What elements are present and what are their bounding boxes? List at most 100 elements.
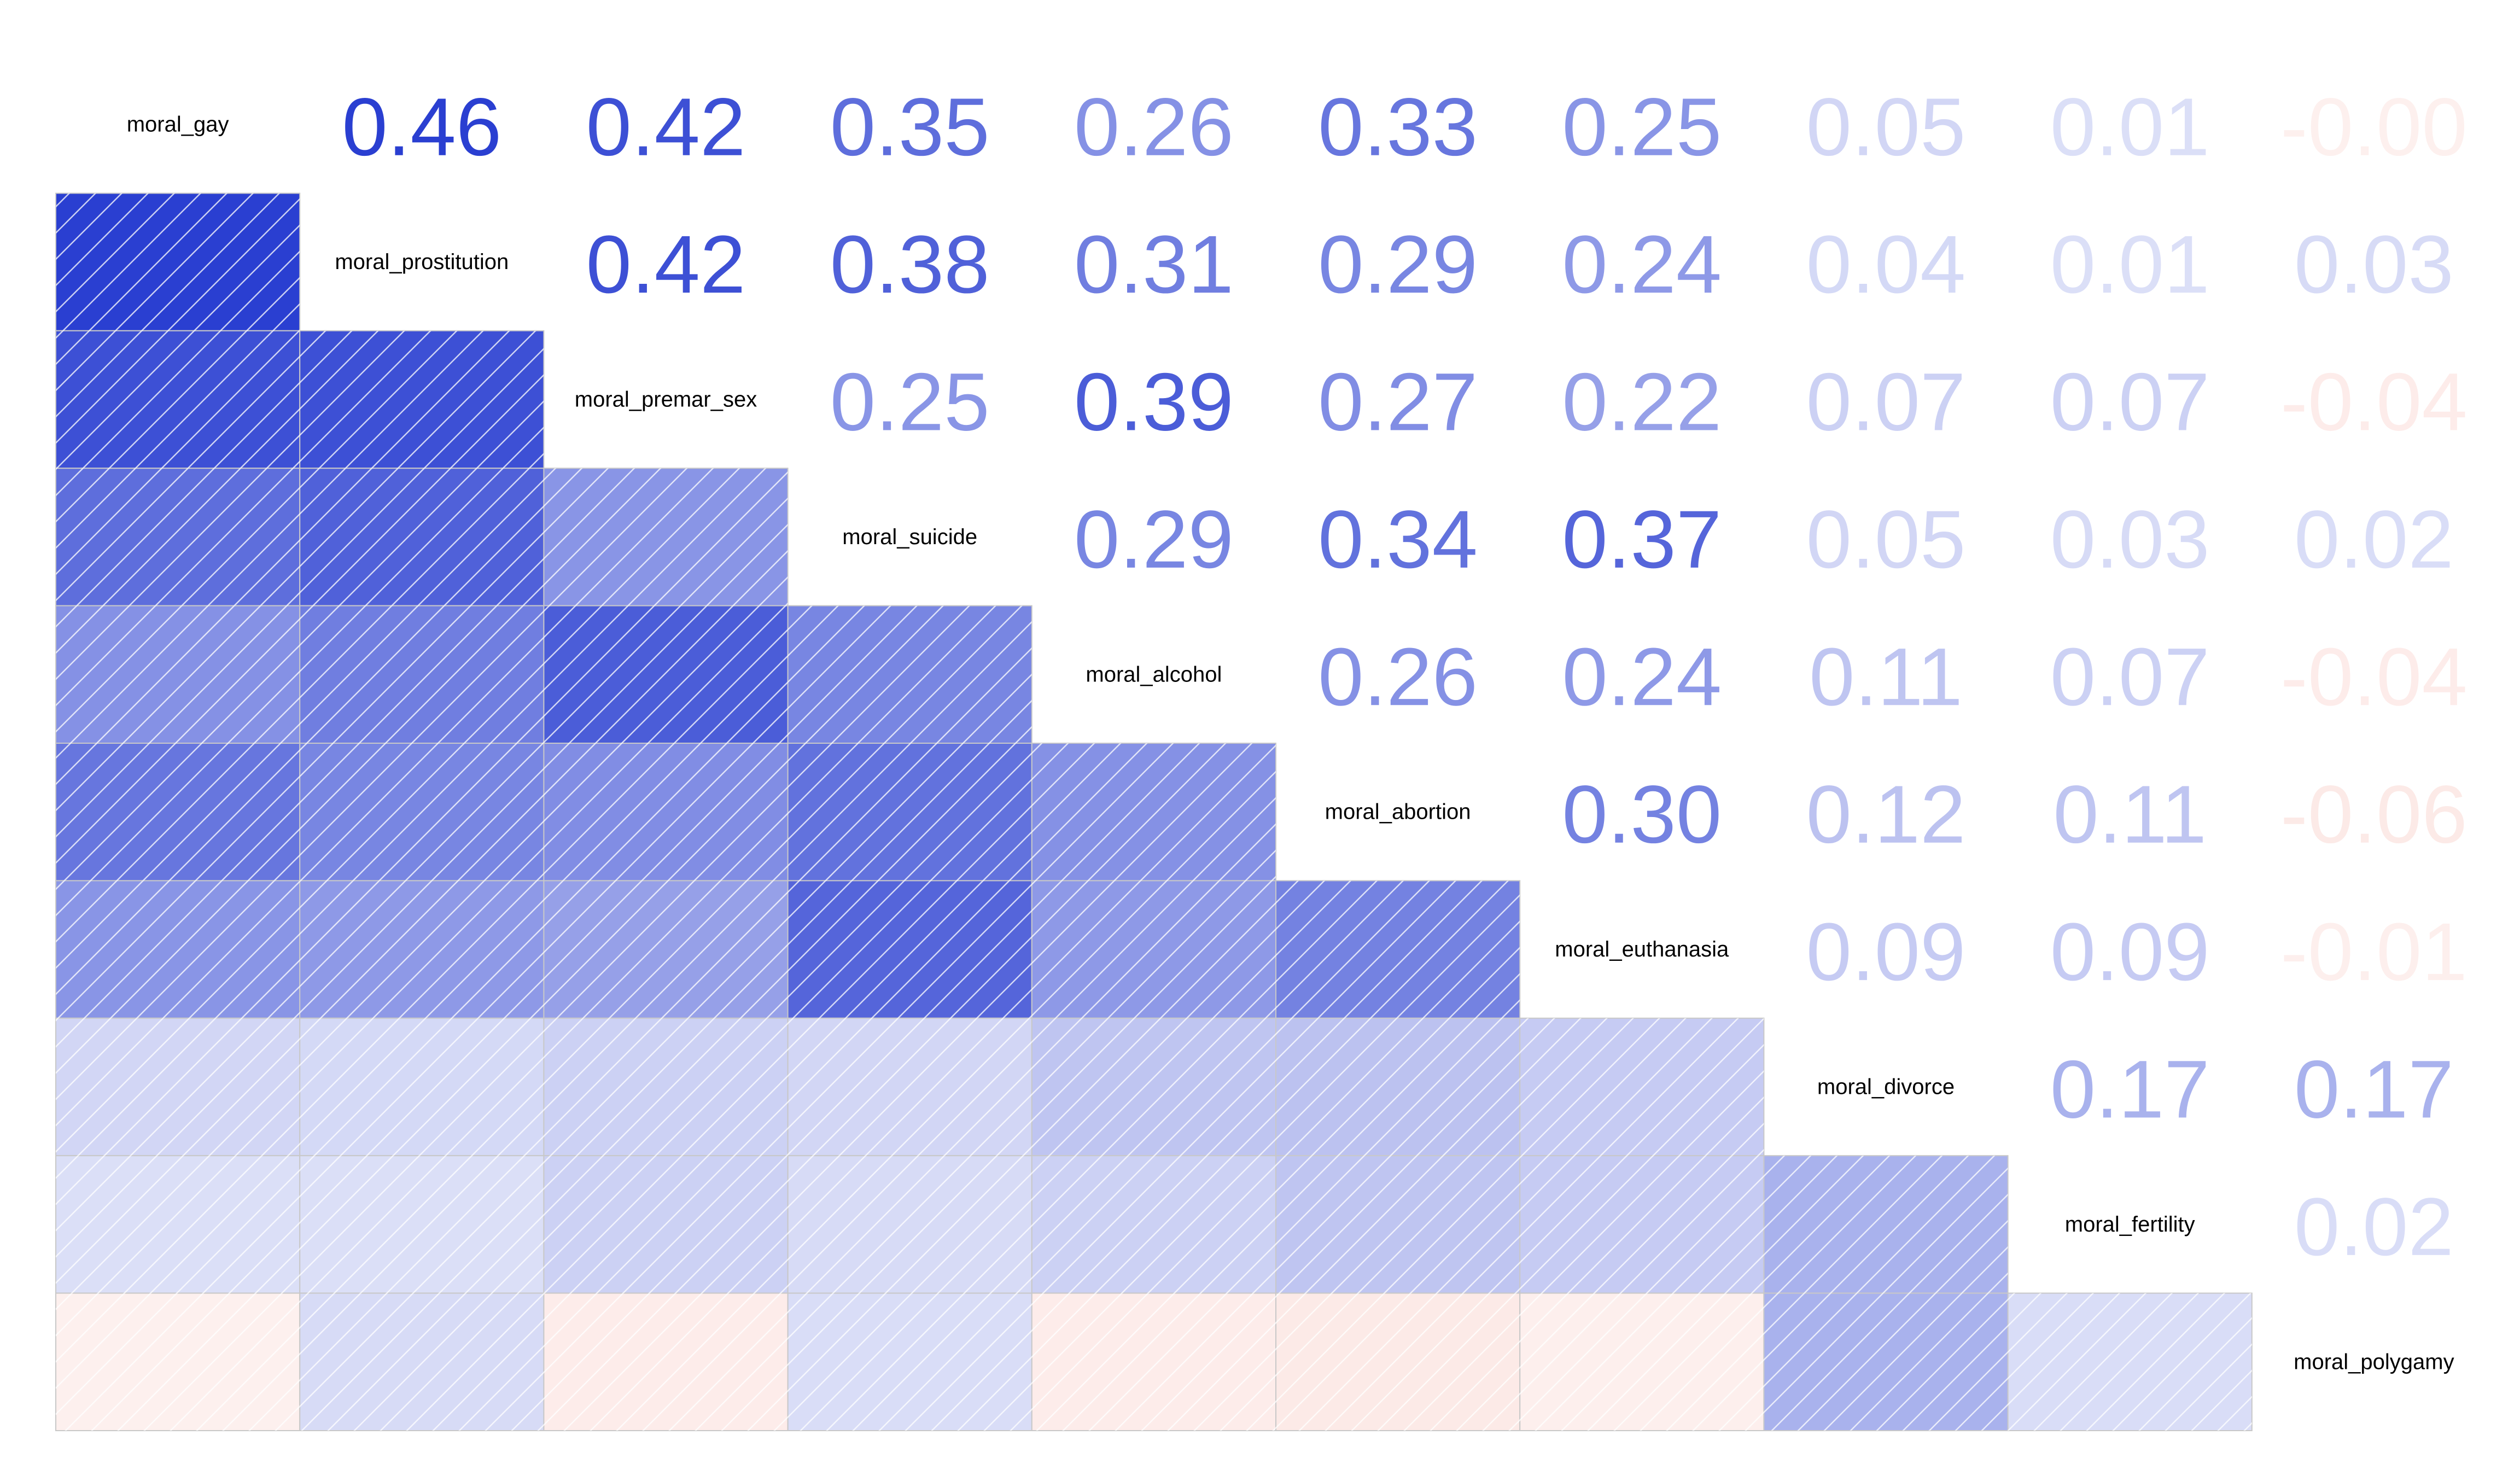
corr-value-moral_suicide-moral_polygamy: 0.02 (2294, 493, 2454, 585)
corr-value-moral_prostitution-moral_fertility: 0.01 (2050, 218, 2210, 310)
hatch-moral_euthanasia-moral_prostitution (300, 880, 544, 1018)
corr-value-moral_prostitution-moral_divorce: 0.04 (1806, 218, 1966, 310)
hatch-moral_alcohol-moral_prostitution (300, 605, 544, 743)
corr-value-moral_prostitution-moral_premar_sex: 0.42 (586, 218, 746, 310)
corr-value-moral_premar_sex-moral_polygamy: -0.04 (2280, 356, 2468, 448)
hatch-moral_fertility-moral_alcohol (1031, 1156, 1276, 1293)
hatch-moral_suicide-moral_gay (56, 468, 300, 606)
variable-label-moral_euthanasia: moral_euthanasia (1555, 937, 1729, 961)
hatch-moral_abortion-moral_alcohol (1031, 743, 1276, 881)
hatch-moral_divorce-moral_gay (56, 1018, 300, 1156)
corr-value-moral_gay-moral_polygamy: -0.00 (2280, 81, 2468, 173)
hatch-moral_suicide-moral_prostitution (300, 468, 544, 606)
hatch-moral_fertility-moral_premar_sex (544, 1156, 788, 1293)
hatch-moral_polygamy-moral_divorce (1764, 1293, 2008, 1431)
corr-value-moral_prostitution-moral_abortion: 0.29 (1318, 218, 1478, 310)
hatch-moral_fertility-moral_euthanasia (1520, 1156, 1764, 1293)
corr-value-moral_divorce-moral_polygamy: 0.17 (2294, 1043, 2454, 1135)
corr-value-moral_premar_sex-moral_fertility: 0.07 (2050, 356, 2210, 448)
hatch-moral_divorce-moral_premar_sex (544, 1018, 788, 1156)
correlation-values: 0.46 0.42 0.35 0.26 0.33 0.25 0.05 0.01 -0.00 0.4… (342, 81, 2468, 1273)
corr-value-moral_gay-moral_premar_sex: 0.42 (586, 81, 746, 173)
hatch-moral_divorce-moral_abortion (1276, 1018, 1520, 1156)
hatch-moral_polygamy-moral_prostitution (300, 1293, 544, 1431)
hatch-moral_alcohol-moral_gay (56, 605, 300, 743)
hatch-moral_euthanasia-moral_abortion (1276, 880, 1520, 1018)
corr-value-moral_alcohol-moral_polygamy: -0.04 (2280, 631, 2468, 722)
hatch-moral_premar_sex-moral_prostitution (300, 330, 544, 469)
hatch-moral_divorce-moral_euthanasia (1520, 1018, 1764, 1156)
hatch-moral_polygamy-moral_premar_sex (544, 1293, 788, 1431)
corr-value-moral_alcohol-moral_abortion: 0.26 (1318, 631, 1478, 722)
corr-value-moral_suicide-moral_abortion: 0.34 (1318, 493, 1478, 585)
corr-value-moral_prostitution-moral_polygamy: 0.03 (2294, 218, 2454, 310)
corr-value-moral_abortion-moral_euthanasia: 0.30 (1562, 768, 1722, 860)
hatch-moral_polygamy-moral_euthanasia (1520, 1293, 1764, 1431)
variable-label-moral_polygamy: moral_polygamy (2294, 1350, 2454, 1374)
hatch-moral_euthanasia-moral_gay (56, 880, 300, 1018)
hatch-moral_euthanasia-moral_alcohol (1031, 880, 1276, 1018)
variable-label-moral_prostitution: moral_prostitution (335, 250, 509, 274)
corr-value-moral_suicide-moral_euthanasia: 0.37 (1562, 493, 1722, 585)
hatch-moral_fertility-moral_suicide (788, 1156, 1032, 1293)
hatch-moral_polygamy-moral_fertility (2008, 1293, 2252, 1431)
corr-value-moral_abortion-moral_polygamy: -0.06 (2280, 768, 2468, 860)
variable-label-moral_fertility: moral_fertility (2065, 1212, 2195, 1236)
hatch-moral_euthanasia-moral_premar_sex (544, 880, 788, 1018)
corr-value-moral_euthanasia-moral_divorce: 0.09 (1806, 906, 1966, 998)
hatch-moral_polygamy-moral_alcohol (1031, 1293, 1276, 1431)
corr-value-moral_alcohol-moral_divorce: 0.11 (1809, 631, 1963, 722)
hatch-moral_divorce-moral_prostitution (300, 1018, 544, 1156)
hatch-moral_fertility-moral_abortion (1276, 1156, 1520, 1293)
corr-value-moral_prostitution-moral_suicide: 0.38 (830, 218, 990, 310)
corr-value-moral_premar_sex-moral_divorce: 0.07 (1806, 356, 1966, 448)
corr-value-moral_suicide-moral_fertility: 0.03 (2050, 493, 2210, 585)
hatch-moral_fertility-moral_divorce (1764, 1156, 2008, 1293)
hatch-moral_abortion-moral_prostitution (300, 743, 544, 881)
corr-value-moral_gay-moral_divorce: 0.05 (1806, 81, 1966, 173)
hatch-moral_euthanasia-moral_suicide (788, 880, 1032, 1018)
corr-value-moral_gay-moral_alcohol: 0.26 (1074, 81, 1234, 173)
corr-value-moral_premar_sex-moral_suicide: 0.25 (830, 356, 990, 448)
corr-value-moral_abortion-moral_divorce: 0.12 (1806, 768, 1966, 860)
corr-value-moral_euthanasia-moral_fertility: 0.09 (2050, 906, 2210, 998)
hatch-moral_suicide-moral_premar_sex (544, 468, 788, 606)
corr-value-moral_gay-moral_prostitution: 0.46 (342, 81, 501, 173)
hatch-moral_alcohol-moral_suicide (788, 605, 1032, 743)
hatch-moral_premar_sex-moral_gay (56, 330, 300, 469)
variable-label-moral_divorce: moral_divorce (1817, 1075, 1955, 1099)
variable-label-moral_abortion: moral_abortion (1325, 800, 1471, 824)
corr-value-moral_gay-moral_suicide: 0.35 (830, 81, 990, 173)
corr-value-moral_premar_sex-moral_alcohol: 0.39 (1074, 356, 1234, 448)
corr-value-moral_premar_sex-moral_euthanasia: 0.22 (1562, 356, 1722, 448)
hatch-moral_divorce-moral_suicide (788, 1018, 1032, 1156)
hatch-moral_polygamy-moral_gay (56, 1293, 300, 1431)
variable-label-moral_suicide: moral_suicide (842, 525, 977, 549)
hatch-moral_abortion-moral_premar_sex (544, 743, 788, 881)
corr-value-moral_suicide-moral_divorce: 0.05 (1806, 493, 1966, 585)
corr-value-moral_suicide-moral_alcohol: 0.29 (1074, 493, 1234, 585)
corr-value-moral_alcohol-moral_euthanasia: 0.24 (1562, 631, 1722, 722)
corr-value-moral_euthanasia-moral_polygamy: -0.01 (2280, 906, 2468, 998)
corr-value-moral_gay-moral_euthanasia: 0.25 (1562, 81, 1722, 173)
variable-label-moral_alcohol: moral_alcohol (1086, 662, 1222, 686)
corr-value-moral_divorce-moral_fertility: 0.17 (2050, 1043, 2210, 1135)
hatch-overlay (56, 193, 2252, 1431)
corr-value-moral_gay-moral_abortion: 0.33 (1318, 81, 1478, 173)
corr-value-moral_abortion-moral_fertility: 0.11 (2053, 768, 2207, 860)
corr-value-moral_alcohol-moral_fertility: 0.07 (2050, 631, 2210, 722)
variable-label-moral_premar_sex: moral_premar_sex (575, 388, 757, 412)
hatch-moral_polygamy-moral_suicide (788, 1293, 1032, 1431)
hatch-moral_prostitution-moral_gay (56, 193, 300, 331)
hatch-moral_abortion-moral_suicide (788, 743, 1032, 881)
hatch-moral_alcohol-moral_premar_sex (544, 605, 788, 743)
corr-value-moral_premar_sex-moral_abortion: 0.27 (1318, 356, 1478, 448)
hatch-moral_abortion-moral_gay (56, 743, 300, 881)
hatch-moral_divorce-moral_alcohol (1031, 1018, 1276, 1156)
variable-labels: moral_gay moral_prostitution moral_premar_… (127, 113, 2454, 1374)
variable-label-moral_gay: moral_gay (127, 113, 229, 137)
hatch-moral_fertility-moral_gay (56, 1156, 300, 1293)
corr-value-moral_prostitution-moral_alcohol: 0.31 (1074, 218, 1234, 310)
corr-value-moral_prostitution-moral_euthanasia: 0.24 (1562, 218, 1722, 310)
